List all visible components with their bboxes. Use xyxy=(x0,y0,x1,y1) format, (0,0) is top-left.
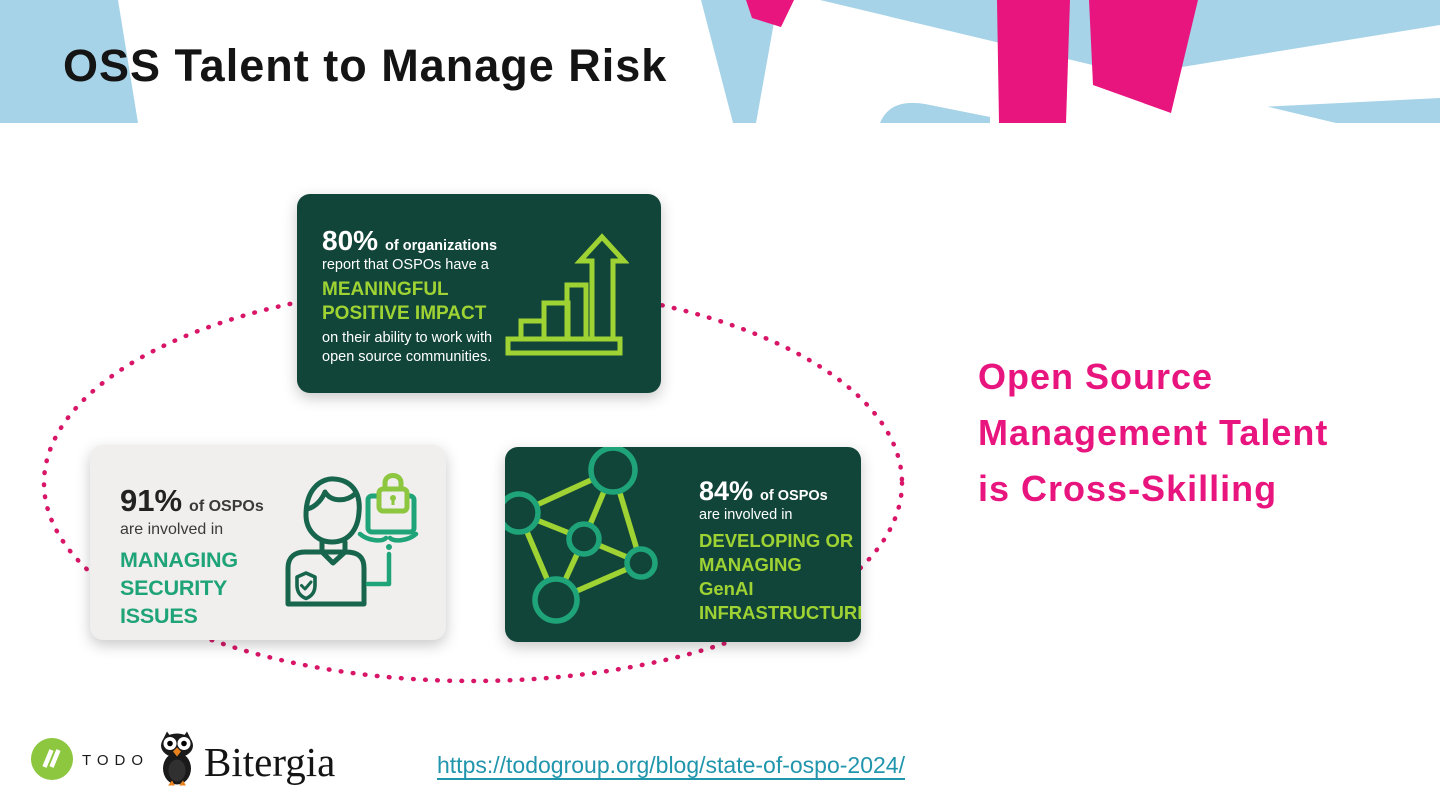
impact-outro-1: on their ability to work with xyxy=(322,330,493,346)
genai-intro: are involved in xyxy=(699,507,793,523)
header-decoration xyxy=(0,0,1440,123)
impact-highlight-2: POSITIVE IMPACT xyxy=(322,303,487,324)
security-highlight-2: SECURITY ISSUES xyxy=(120,576,227,628)
genai-stat-suffix: of OSPOs xyxy=(760,488,828,504)
network-graph-icon xyxy=(505,447,658,624)
genai-stat-value: 84% xyxy=(699,476,754,506)
impact-outro-2: open source communities. xyxy=(322,349,492,365)
security-intro: are involved in xyxy=(120,521,224,538)
bitergia-owl-icon xyxy=(161,731,193,786)
genai-highlight-1: DEVELOPING OR xyxy=(699,530,854,551)
headline-line-2: Management Talent xyxy=(978,412,1329,453)
headline-line-3: is Cross-Skilling xyxy=(978,468,1278,509)
impact-stat-suffix: of organizations xyxy=(385,238,498,254)
growth-chart-arrow-icon xyxy=(505,233,629,356)
genai-highlight-3: INFRASTRUCTURE. xyxy=(699,602,861,623)
dotted-ellipse-decoration xyxy=(41,282,905,684)
stat-card-genai: 84% of OSPOs are involved in DEVELOPING … xyxy=(505,447,861,642)
todo-logo-label: TODO xyxy=(82,752,150,769)
impact-stat-value: 80% xyxy=(322,225,379,256)
stat-card-security-text: 91% of OSPOs are involved in MANAGING SE… xyxy=(120,485,305,630)
stat-card-genai-text: 84% of OSPOs are involved in DEVELOPING … xyxy=(699,476,861,625)
page-title: OSS Talent to Manage Risk xyxy=(63,40,668,91)
security-stat-value: 91% xyxy=(120,483,183,518)
genai-highlight-2: MANAGING GenAI xyxy=(699,554,802,599)
source-url-link[interactable]: https://todogroup.org/blog/state-of-ospo… xyxy=(437,752,905,778)
stat-card-impact-text: 80% of organizations report that OSPOs h… xyxy=(322,227,517,367)
security-highlight-1: MANAGING xyxy=(120,548,238,572)
stat-card-security: 91% of OSPOs are involved in MANAGING SE… xyxy=(90,445,446,640)
person-security-laptop-icon xyxy=(285,473,419,607)
impact-highlight-1: MEANINGFUL xyxy=(322,279,449,300)
headline-line-1: Open Source xyxy=(978,356,1214,397)
bitergia-logo-label: Bitergia xyxy=(204,739,336,785)
stat-card-impact: 80% of organizations report that OSPOs h… xyxy=(297,194,661,393)
todo-logo-icon xyxy=(31,738,73,780)
headline: Open Source Management Talent is Cross-S… xyxy=(978,349,1328,517)
impact-intro: report that OSPOs have a xyxy=(322,257,489,273)
security-stat-suffix: of OSPOs xyxy=(189,498,264,515)
